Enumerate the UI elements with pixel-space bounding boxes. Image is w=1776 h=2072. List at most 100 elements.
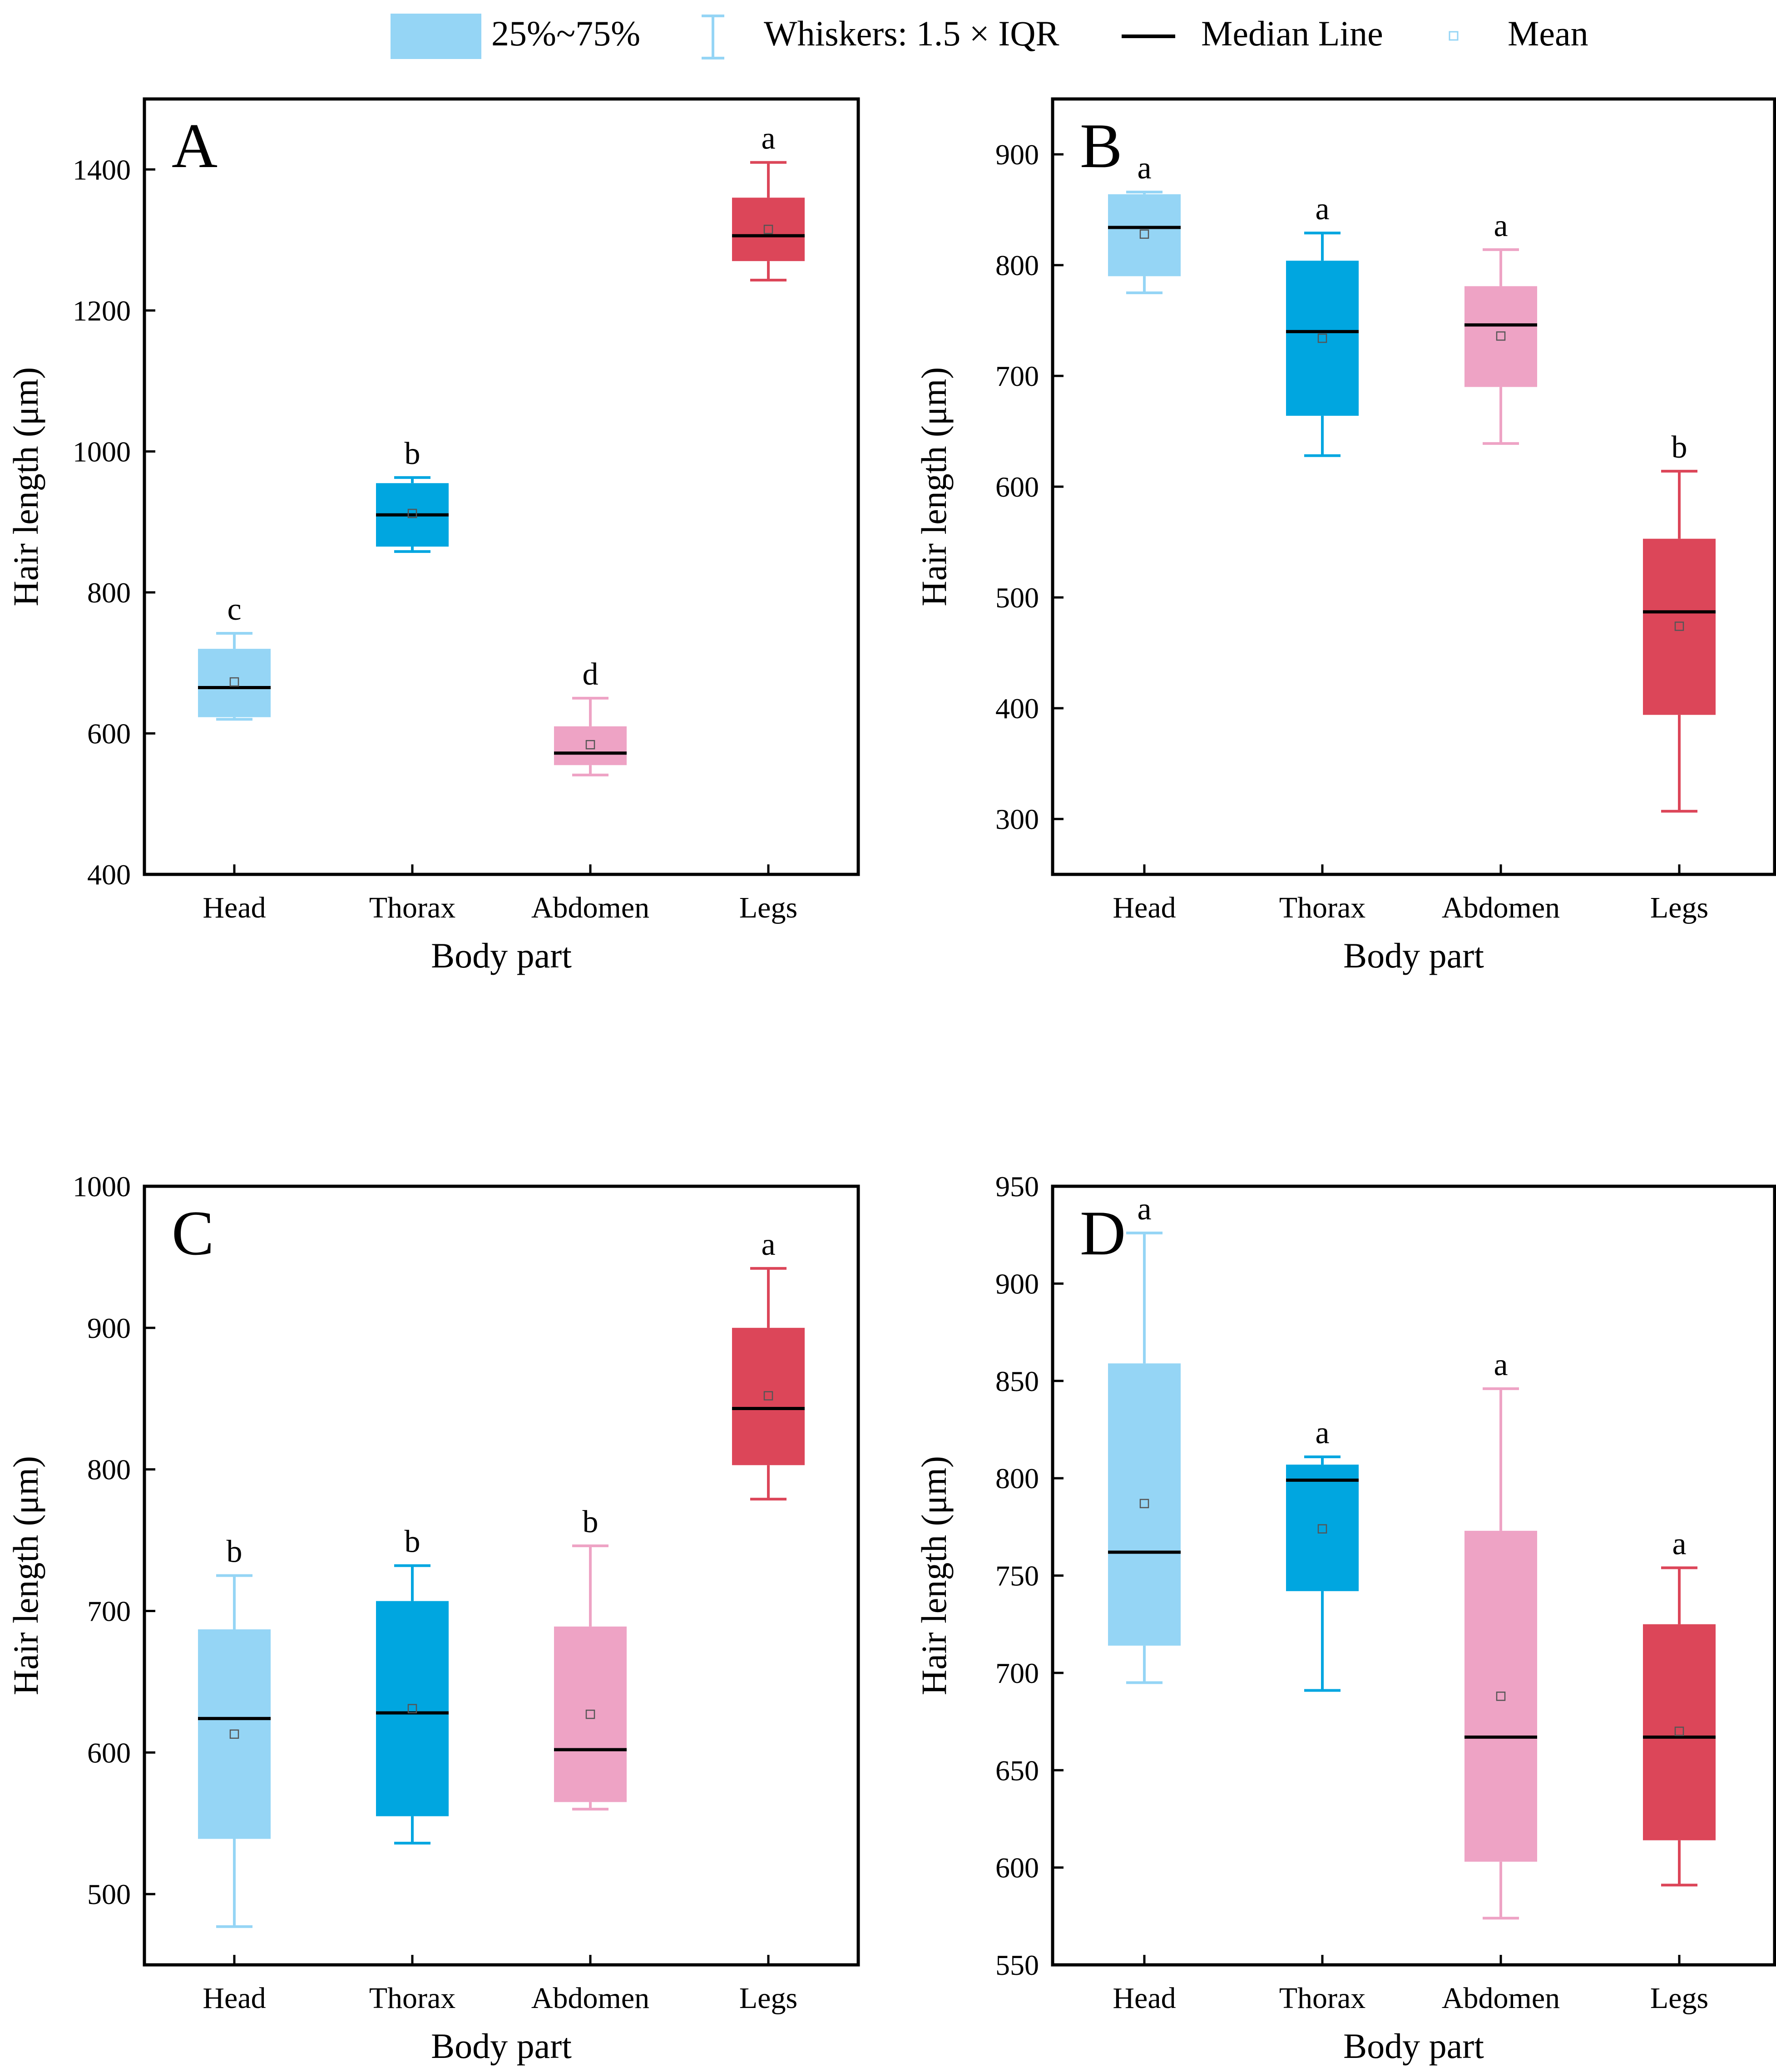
box-thorax: b	[376, 436, 449, 553]
significance-letter: d	[583, 657, 599, 692]
mean-marker	[1674, 1727, 1684, 1736]
box-legs: a	[1643, 1526, 1716, 1887]
y-tick-label: 400	[87, 858, 131, 891]
y-tick-label: 800	[87, 1454, 131, 1486]
box-abdomen: d	[554, 657, 627, 777]
y-tick-label: 1200	[73, 295, 131, 327]
significance-letter: a	[1137, 1192, 1151, 1227]
significance-letter: b	[1672, 430, 1687, 465]
x-tick-label: Head	[1113, 891, 1176, 924]
y-tick-label: 800	[995, 249, 1039, 281]
y-axis-title: Hair length (μm)	[6, 367, 45, 607]
y-tick-label: 900	[995, 138, 1039, 171]
box-head: b	[198, 1534, 271, 1928]
significance-letter: a	[1672, 1526, 1686, 1561]
iqr-box	[1286, 1465, 1359, 1591]
x-tick-label: Thorax	[1279, 891, 1366, 924]
x-tick-label: Head	[203, 1982, 266, 2015]
panel-letter: D	[1080, 1198, 1126, 1268]
mean-marker	[1674, 622, 1684, 631]
significance-letter: a	[1315, 192, 1329, 227]
mean-marker	[1139, 229, 1149, 239]
legend-box-label: 25%~75%	[491, 14, 640, 53]
iqr-box	[1643, 1624, 1716, 1840]
y-tick-label: 700	[995, 1657, 1039, 1689]
significance-letter: a	[761, 1227, 775, 1262]
mean-marker	[1139, 1499, 1149, 1509]
y-tick-label: 500	[995, 582, 1039, 614]
iqr-box	[376, 1601, 449, 1816]
mean-marker	[229, 677, 239, 687]
x-tick-label: Legs	[1650, 1982, 1708, 2015]
box-abdomen: a	[1464, 208, 1537, 445]
mean-marker	[407, 1704, 417, 1713]
legend-mean-swatch	[1449, 31, 1459, 41]
x-tick-label: Legs	[739, 1982, 797, 2015]
x-tick-label: Thorax	[369, 891, 456, 924]
y-axis-title: Hair length (μm)	[914, 1456, 954, 1695]
x-tick-label: Thorax	[1279, 1982, 1366, 2015]
mean-marker	[229, 1729, 239, 1739]
box-head: a	[1108, 1192, 1181, 1684]
plot-frame	[1051, 97, 1776, 876]
significance-letter: c	[227, 592, 241, 627]
x-tick-label: Abdomen	[531, 891, 649, 924]
x-tick-label: Legs	[739, 891, 797, 924]
iqr-box	[198, 649, 271, 717]
y-tick-label: 1000	[73, 435, 131, 468]
x-tick-label: Abdomen	[1442, 1982, 1560, 2015]
y-tick-label: 900	[87, 1312, 131, 1344]
panel-letter: B	[1080, 111, 1122, 181]
significance-letter: a	[1494, 208, 1508, 243]
plot-frame	[1051, 1184, 1776, 1967]
y-axis-title: Hair length (μm)	[6, 1456, 45, 1695]
y-tick-label: 650	[995, 1754, 1039, 1786]
y-tick-label: 1000	[73, 1170, 131, 1203]
y-tick-label: 850	[995, 1365, 1039, 1397]
mean-marker	[1317, 333, 1327, 343]
panel-letter: A	[172, 111, 218, 181]
y-tick-label: 500	[87, 1878, 131, 1910]
y-tick-label: 300	[995, 803, 1039, 835]
box-legs: a	[732, 121, 805, 282]
box-abdomen: a	[1464, 1347, 1537, 1920]
significance-letter: a	[761, 121, 775, 156]
box-thorax: a	[1286, 1416, 1359, 1692]
iqr-box	[1108, 194, 1181, 276]
x-tick-label: Head	[203, 891, 266, 924]
y-tick-label: 600	[87, 717, 131, 750]
y-tick-label: 600	[87, 1737, 131, 1769]
significance-letter: a	[1315, 1416, 1329, 1450]
x-axis-title: Body part	[431, 2026, 572, 2066]
mean-marker	[407, 508, 417, 518]
y-tick-label: 800	[87, 577, 131, 609]
iqr-box	[732, 1327, 805, 1465]
significance-letter: b	[583, 1505, 599, 1539]
iqr-box	[554, 726, 627, 765]
legend-mean-label: Mean	[1508, 14, 1588, 53]
plot-frame	[143, 1184, 860, 1967]
legend-whisker-swatch	[702, 15, 724, 59]
y-tick-label: 750	[995, 1560, 1039, 1592]
y-tick-label: 800	[995, 1462, 1039, 1495]
panel-b: 300 400 500 600 700 800 900 a Head a Thorax a Abdome…	[914, 97, 1776, 975]
iqr-box	[1108, 1363, 1181, 1646]
mean-marker	[585, 1709, 595, 1719]
mean-marker	[763, 1391, 773, 1401]
iqr-box	[732, 197, 805, 261]
x-tick-label: Abdomen	[531, 1982, 649, 2015]
legend-median-label: Median Line	[1201, 14, 1383, 53]
x-axis-title: Body part	[431, 936, 572, 975]
mean-marker	[763, 225, 773, 234]
iqr-box	[198, 1629, 271, 1839]
y-axis-title: Hair length (μm)	[914, 367, 954, 607]
box-thorax: b	[376, 1524, 449, 1845]
significance-letter: b	[227, 1534, 242, 1569]
x-axis-title: Body part	[1343, 936, 1484, 975]
box-legs: a	[732, 1227, 805, 1501]
legend-whisker-label: Whiskers: 1.5 × IQR	[764, 14, 1059, 53]
y-tick-label: 400	[995, 692, 1039, 725]
x-axis-title: Body part	[1343, 2026, 1484, 2066]
mean-marker	[1317, 1524, 1327, 1534]
panel-c: 500 600 700 800 900 1000 b Head b Thorax b Abdomen a…	[6, 1170, 860, 2066]
